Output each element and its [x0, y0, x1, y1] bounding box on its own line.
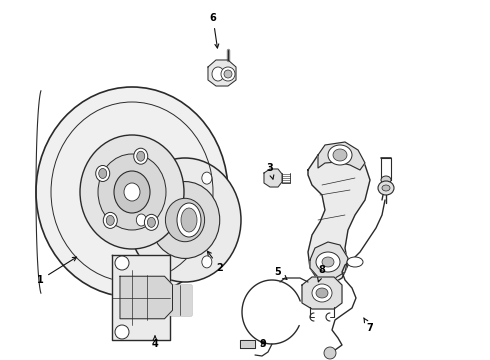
Polygon shape — [310, 242, 348, 280]
Polygon shape — [264, 169, 282, 187]
Ellipse shape — [202, 172, 212, 184]
Ellipse shape — [381, 176, 391, 184]
Ellipse shape — [115, 256, 129, 270]
Text: 5: 5 — [274, 267, 287, 279]
Ellipse shape — [333, 149, 347, 161]
Polygon shape — [170, 285, 191, 315]
Ellipse shape — [145, 214, 158, 230]
Ellipse shape — [103, 212, 117, 228]
Text: 9: 9 — [260, 339, 267, 349]
Ellipse shape — [181, 208, 197, 232]
Ellipse shape — [378, 181, 394, 195]
Ellipse shape — [124, 183, 140, 201]
Ellipse shape — [137, 151, 145, 161]
Ellipse shape — [96, 166, 110, 181]
Ellipse shape — [224, 70, 232, 78]
Ellipse shape — [322, 257, 334, 267]
Ellipse shape — [324, 347, 336, 359]
Text: 1: 1 — [37, 257, 76, 285]
Text: 2: 2 — [207, 251, 223, 273]
Polygon shape — [120, 276, 172, 319]
Ellipse shape — [134, 148, 148, 164]
Text: 7: 7 — [364, 318, 373, 333]
Ellipse shape — [202, 256, 212, 268]
Text: 4: 4 — [151, 336, 158, 349]
Ellipse shape — [36, 87, 228, 297]
Ellipse shape — [150, 181, 220, 258]
Polygon shape — [302, 277, 342, 309]
Ellipse shape — [347, 257, 363, 267]
Text: 8: 8 — [318, 265, 325, 282]
Ellipse shape — [114, 171, 150, 213]
Ellipse shape — [80, 135, 184, 249]
Ellipse shape — [221, 67, 235, 81]
Ellipse shape — [147, 217, 155, 228]
Text: 3: 3 — [267, 163, 274, 179]
Ellipse shape — [98, 168, 107, 179]
Ellipse shape — [382, 185, 390, 191]
Ellipse shape — [98, 154, 166, 230]
Polygon shape — [208, 60, 236, 86]
Text: 6: 6 — [210, 13, 219, 48]
Ellipse shape — [316, 288, 328, 298]
Ellipse shape — [166, 198, 205, 242]
Ellipse shape — [115, 325, 129, 339]
Ellipse shape — [106, 215, 114, 225]
Polygon shape — [318, 142, 365, 170]
Ellipse shape — [212, 67, 224, 81]
Ellipse shape — [136, 214, 147, 226]
Ellipse shape — [312, 284, 332, 302]
Ellipse shape — [177, 203, 201, 237]
Polygon shape — [240, 340, 255, 348]
Ellipse shape — [129, 158, 241, 282]
Ellipse shape — [316, 252, 340, 272]
Ellipse shape — [328, 145, 352, 165]
Polygon shape — [112, 255, 191, 340]
Polygon shape — [308, 148, 370, 285]
